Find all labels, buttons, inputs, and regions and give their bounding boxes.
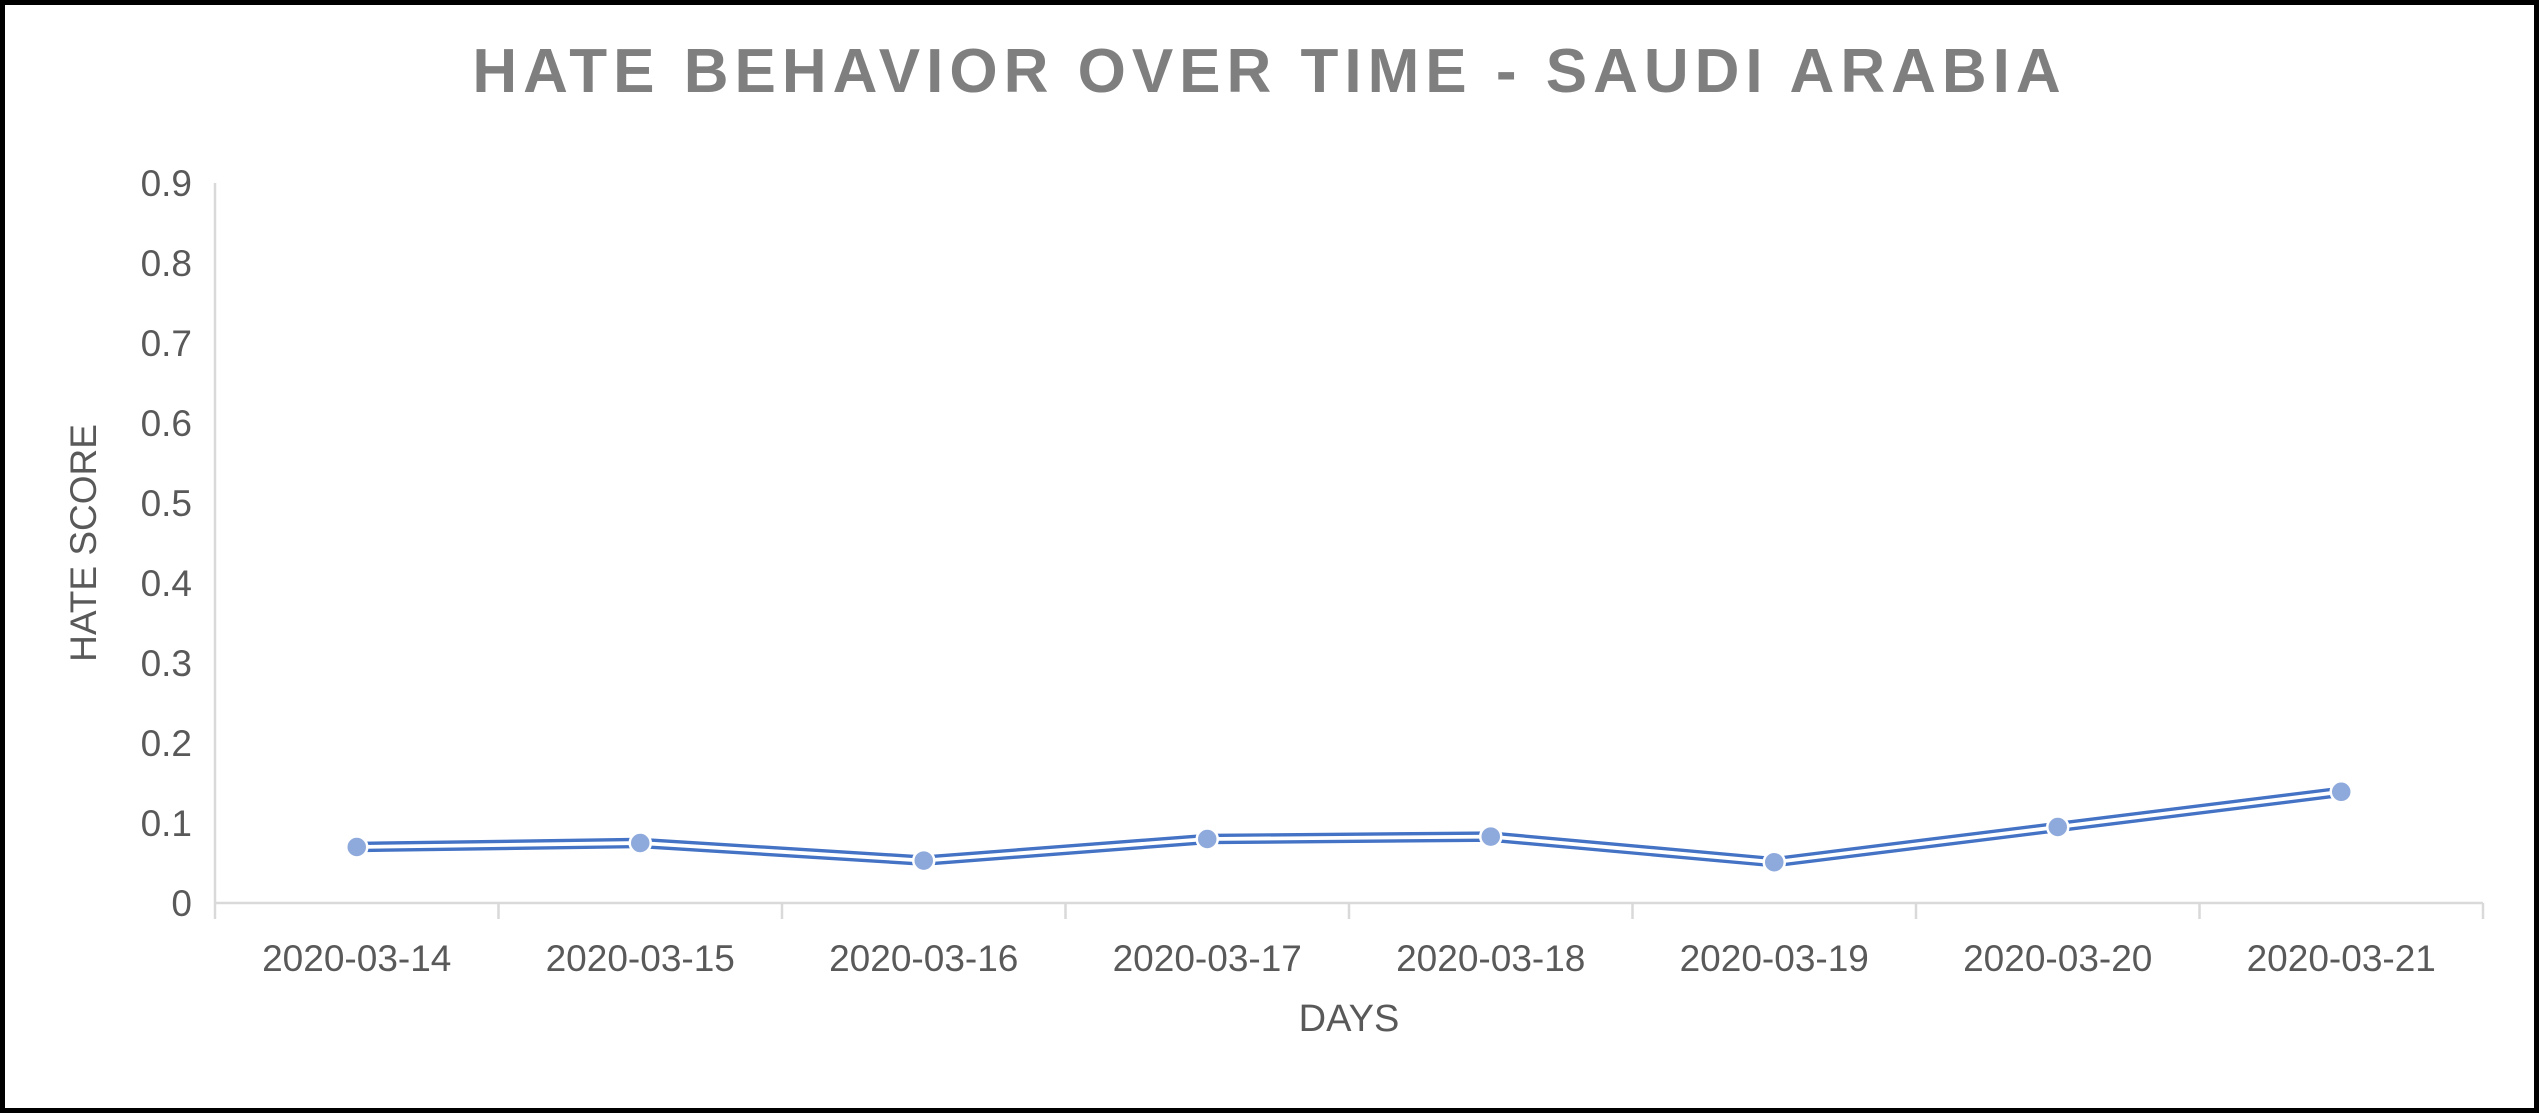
data-point-marker [2046, 815, 2070, 839]
x-tick-label: 2020-03-14 [262, 938, 451, 979]
data-point-marker [2329, 780, 2353, 804]
chart-title: HATE BEHAVIOR OVER TIME - SAUDI ARABIA [472, 37, 2067, 106]
y-tick-label: 0.7 [141, 323, 192, 364]
x-tick-label: 2020-03-21 [2247, 938, 2436, 979]
data-point-marker [1762, 850, 1786, 874]
data-point-marker [1195, 827, 1219, 851]
y-tick-label: 0.4 [141, 563, 192, 604]
y-tick-label: 0 [171, 883, 192, 924]
y-tick-label: 0.9 [141, 163, 192, 204]
x-tick-label: 2020-03-15 [546, 938, 735, 979]
x-tick-label: 2020-03-18 [1396, 938, 1585, 979]
x-axis-title: DAYS [1298, 998, 1400, 1040]
y-tick-label: 0.1 [141, 803, 192, 844]
x-tick-label: 2020-03-19 [1680, 938, 1869, 979]
x-tick-label: 2020-03-17 [1113, 938, 1302, 979]
x-tick-label: 2020-03-16 [829, 938, 1018, 979]
data-point-marker [628, 831, 652, 855]
y-tick-label: 0.6 [141, 403, 192, 444]
y-tick-label: 0.5 [141, 483, 192, 524]
data-point-marker [345, 835, 369, 859]
y-tick-label: 0.3 [141, 643, 192, 684]
x-tick-label: 2020-03-20 [1963, 938, 2152, 979]
y-tick-label: 0.2 [141, 723, 192, 764]
y-tick-label: 0.8 [141, 243, 192, 284]
data-point-marker [912, 848, 936, 873]
series-line-inner-stripe [356, 789, 2342, 865]
data-point-marker [1479, 824, 1503, 849]
